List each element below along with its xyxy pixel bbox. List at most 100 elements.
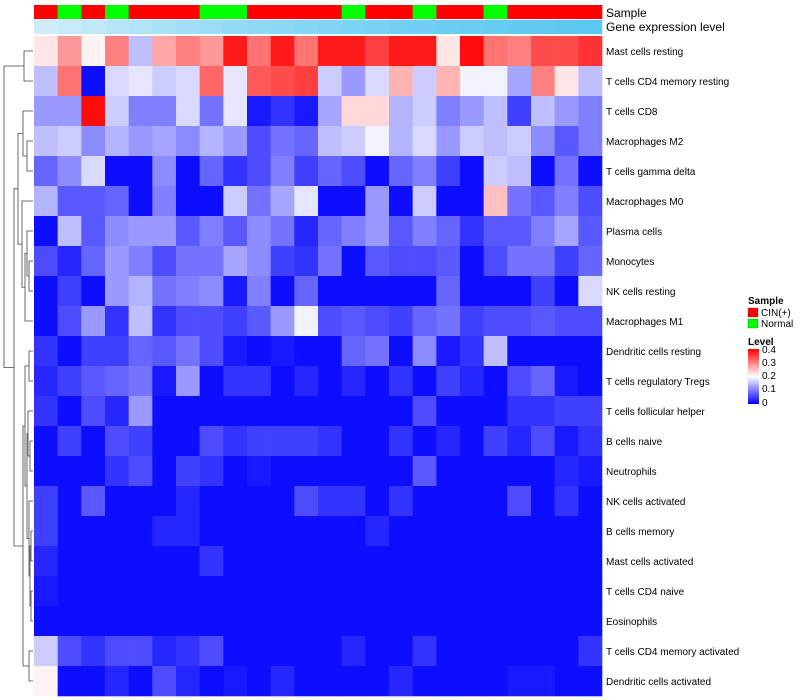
heatmap-cell — [578, 456, 603, 487]
heatmap-cell — [152, 66, 177, 97]
heatmap-cell — [199, 576, 224, 607]
heatmap-cell — [554, 156, 579, 187]
heatmap-cell — [341, 216, 366, 247]
heatmap-cell — [81, 396, 106, 427]
dendrogram-branch — [3, 65, 24, 368]
heatmap-cell — [554, 516, 579, 547]
heatmap-cell — [412, 216, 437, 247]
row-label: T cells CD4 memory activated — [606, 647, 739, 658]
heatmap-cell — [365, 216, 390, 247]
legend-level-title: Level — [748, 337, 774, 348]
heatmap-cell — [176, 276, 200, 307]
heatmap-cell — [247, 306, 271, 337]
heatmap-cell — [578, 96, 603, 127]
heatmap-cell — [176, 66, 200, 97]
heatmap-cell — [318, 516, 342, 547]
legend-sample-title: Sample — [748, 296, 784, 307]
heatmap-cell — [270, 486, 295, 517]
heatmap-cell — [223, 456, 248, 487]
heatmap-cell — [270, 336, 295, 367]
heatmap-cell — [176, 186, 200, 217]
heatmap-cell — [223, 36, 248, 67]
heatmap-cell — [81, 636, 106, 667]
heatmap-cell — [57, 186, 82, 217]
heatmap-cell — [294, 426, 319, 457]
heatmap-cell — [34, 276, 58, 307]
heatmap-cell — [483, 546, 508, 577]
heatmap-cell — [460, 426, 484, 457]
expression-annotation-cell — [57, 20, 82, 34]
heatmap-cell — [483, 276, 508, 307]
expression-annotation-cell — [270, 20, 295, 34]
heatmap-cell — [176, 306, 200, 337]
heatmap-cell — [578, 636, 603, 667]
heatmap-cell — [223, 156, 248, 187]
heatmap-cell — [105, 366, 129, 397]
heatmap-cell — [81, 366, 106, 397]
heatmap-cell — [460, 396, 484, 427]
row-label: Macrophages M0 — [606, 197, 684, 208]
heatmap-cell — [483, 576, 508, 607]
heatmap-cell — [57, 396, 82, 427]
heatmap-cell — [152, 366, 177, 397]
heatmap-cell — [270, 396, 295, 427]
heatmap-cell — [294, 456, 319, 487]
heatmap-cell — [294, 36, 319, 67]
heatmap-cell — [247, 126, 271, 157]
heatmap-cell — [34, 606, 58, 637]
expression-annotation-cell — [365, 20, 390, 34]
heatmap-cell — [199, 606, 224, 637]
row-label: T cells CD8 — [606, 107, 658, 118]
heatmap-cell — [223, 546, 248, 577]
heatmap-cell — [34, 306, 58, 337]
heatmap-cell — [436, 276, 461, 307]
heatmap-cell — [389, 306, 413, 337]
heatmap-cell — [105, 426, 129, 457]
sample-annotation-cell — [199, 5, 224, 19]
heatmap-cell — [436, 36, 461, 67]
heatmap-cell — [318, 96, 342, 127]
heatmap-cell — [247, 576, 271, 607]
heatmap-cell — [436, 126, 461, 157]
heatmap-cell — [318, 486, 342, 517]
expression-annotation-cell — [105, 20, 129, 34]
heatmap-cell — [105, 276, 129, 307]
heatmap-cell — [57, 276, 82, 307]
heatmap-cell — [531, 216, 555, 247]
heatmap-cell — [176, 246, 200, 277]
heatmap-cell — [436, 426, 461, 457]
heatmap-cell — [81, 96, 106, 127]
heatmap-cell — [318, 636, 342, 667]
heatmap-cell — [460, 36, 484, 67]
heatmap-cell — [199, 216, 224, 247]
heatmap-cell — [389, 276, 413, 307]
heatmap-cell — [294, 666, 319, 697]
expression-annotation-cell — [128, 20, 153, 34]
heatmap-cell — [294, 126, 319, 157]
heatmap-cell — [128, 246, 153, 277]
heatmap-cell — [152, 456, 177, 487]
heatmap-cell — [531, 666, 555, 697]
heatmap-cell — [57, 486, 82, 517]
heatmap-cell — [554, 606, 579, 637]
heatmap-cell — [578, 336, 603, 367]
heatmap-cell — [365, 486, 390, 517]
heatmap-cell — [270, 366, 295, 397]
heatmap-cell — [294, 576, 319, 607]
heatmap-cell — [341, 516, 366, 547]
heatmap-cell — [554, 186, 579, 217]
heatmap-cell — [176, 546, 200, 577]
heatmap-cell — [507, 366, 532, 397]
row-dendrogram — [3, 50, 33, 682]
heatmap-cell — [389, 66, 413, 97]
heatmap-cell — [507, 216, 532, 247]
heatmap-cell — [223, 96, 248, 127]
heatmap-cell — [578, 516, 603, 547]
expression-annotation-cell — [294, 20, 319, 34]
heatmap-cell — [389, 576, 413, 607]
heatmap-cell — [247, 636, 271, 667]
sample-annotation-cell — [223, 5, 248, 19]
heatmap-cell — [105, 306, 129, 337]
heatmap-cell — [247, 486, 271, 517]
legend-sample: Sample CIN(+) Normal — [747, 296, 793, 330]
